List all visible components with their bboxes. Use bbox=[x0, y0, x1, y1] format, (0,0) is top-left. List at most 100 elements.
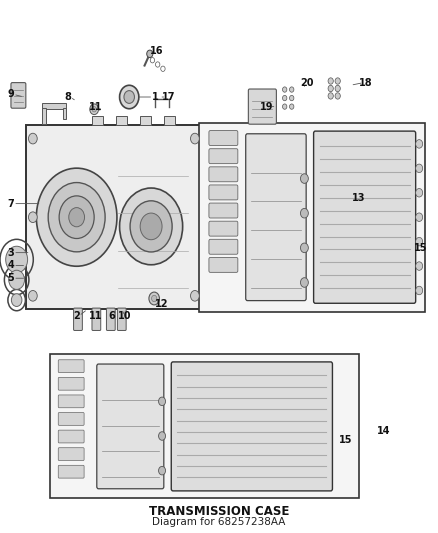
Circle shape bbox=[130, 201, 172, 252]
Circle shape bbox=[416, 140, 423, 148]
Text: 13: 13 bbox=[353, 193, 366, 203]
Bar bbox=[42, 103, 66, 109]
Circle shape bbox=[159, 432, 166, 440]
Circle shape bbox=[28, 290, 37, 301]
FancyBboxPatch shape bbox=[58, 360, 84, 373]
Circle shape bbox=[328, 85, 333, 92]
Circle shape bbox=[28, 133, 37, 144]
Text: 12: 12 bbox=[155, 299, 169, 309]
FancyBboxPatch shape bbox=[171, 362, 332, 491]
Circle shape bbox=[6, 246, 28, 273]
Circle shape bbox=[290, 87, 294, 92]
Text: 15: 15 bbox=[339, 435, 353, 445]
Circle shape bbox=[335, 78, 340, 84]
Bar bbox=[92, 116, 103, 125]
Text: 11: 11 bbox=[89, 102, 102, 111]
Circle shape bbox=[159, 466, 166, 475]
Bar bbox=[42, 108, 46, 124]
Circle shape bbox=[416, 213, 423, 222]
Circle shape bbox=[300, 208, 308, 218]
Circle shape bbox=[124, 91, 134, 103]
Circle shape bbox=[11, 294, 22, 306]
Circle shape bbox=[290, 104, 294, 109]
Circle shape bbox=[328, 78, 333, 84]
Circle shape bbox=[152, 295, 157, 302]
Text: TRANSMISSION CASE: TRANSMISSION CASE bbox=[149, 505, 289, 518]
FancyBboxPatch shape bbox=[58, 413, 84, 425]
FancyBboxPatch shape bbox=[92, 308, 101, 330]
Circle shape bbox=[191, 133, 199, 144]
Circle shape bbox=[283, 87, 287, 92]
Circle shape bbox=[335, 85, 340, 92]
Text: 8: 8 bbox=[64, 92, 71, 102]
Bar bbox=[26, 125, 201, 309]
FancyBboxPatch shape bbox=[209, 131, 238, 146]
Circle shape bbox=[416, 189, 423, 197]
Circle shape bbox=[36, 168, 117, 266]
Circle shape bbox=[416, 164, 423, 173]
Text: 5: 5 bbox=[7, 273, 14, 283]
FancyBboxPatch shape bbox=[58, 465, 84, 478]
FancyBboxPatch shape bbox=[246, 134, 306, 301]
Text: 6: 6 bbox=[108, 311, 115, 321]
Circle shape bbox=[290, 95, 294, 101]
FancyBboxPatch shape bbox=[58, 395, 84, 408]
FancyBboxPatch shape bbox=[58, 430, 84, 443]
Circle shape bbox=[300, 243, 308, 253]
Bar bbox=[63, 108, 66, 119]
Text: 19: 19 bbox=[261, 102, 274, 111]
Circle shape bbox=[69, 207, 85, 227]
Text: 16: 16 bbox=[150, 46, 163, 55]
FancyBboxPatch shape bbox=[58, 377, 84, 390]
Circle shape bbox=[335, 93, 340, 99]
FancyBboxPatch shape bbox=[209, 167, 238, 182]
Circle shape bbox=[9, 270, 25, 289]
Text: 10: 10 bbox=[118, 311, 131, 321]
Text: 11: 11 bbox=[89, 311, 102, 321]
Text: 7: 7 bbox=[7, 199, 14, 208]
Text: 9: 9 bbox=[7, 90, 14, 99]
Circle shape bbox=[416, 262, 423, 270]
FancyBboxPatch shape bbox=[74, 308, 82, 330]
Circle shape bbox=[120, 188, 183, 265]
Circle shape bbox=[59, 196, 94, 239]
Bar bbox=[164, 116, 175, 125]
FancyBboxPatch shape bbox=[209, 185, 238, 200]
Text: 4: 4 bbox=[7, 261, 14, 270]
FancyBboxPatch shape bbox=[106, 308, 115, 330]
Text: 17: 17 bbox=[162, 92, 175, 102]
FancyBboxPatch shape bbox=[117, 308, 126, 330]
FancyBboxPatch shape bbox=[209, 257, 238, 272]
FancyBboxPatch shape bbox=[248, 89, 276, 124]
Circle shape bbox=[283, 95, 287, 101]
Text: 15: 15 bbox=[414, 243, 427, 253]
FancyBboxPatch shape bbox=[209, 203, 238, 218]
Circle shape bbox=[90, 104, 99, 115]
FancyBboxPatch shape bbox=[58, 448, 84, 461]
Circle shape bbox=[149, 292, 159, 305]
Bar bbox=[50, 354, 359, 498]
Circle shape bbox=[147, 50, 153, 58]
Bar bbox=[116, 116, 127, 125]
Circle shape bbox=[120, 85, 139, 109]
Circle shape bbox=[416, 237, 423, 246]
Text: 20: 20 bbox=[300, 78, 313, 87]
Circle shape bbox=[191, 290, 199, 301]
Text: 14: 14 bbox=[377, 426, 390, 435]
FancyBboxPatch shape bbox=[209, 221, 238, 236]
FancyBboxPatch shape bbox=[209, 149, 238, 164]
Circle shape bbox=[300, 278, 308, 287]
Text: Diagram for 68257238AA: Diagram for 68257238AA bbox=[152, 518, 286, 527]
FancyBboxPatch shape bbox=[97, 364, 164, 489]
Circle shape bbox=[28, 212, 37, 223]
Circle shape bbox=[416, 286, 423, 295]
Bar bbox=[199, 123, 425, 312]
Circle shape bbox=[92, 107, 96, 112]
Text: 1: 1 bbox=[152, 92, 159, 102]
Text: 3: 3 bbox=[7, 248, 14, 257]
Text: 18: 18 bbox=[359, 78, 373, 87]
Circle shape bbox=[328, 93, 333, 99]
Circle shape bbox=[283, 104, 287, 109]
Circle shape bbox=[300, 174, 308, 183]
FancyBboxPatch shape bbox=[11, 83, 26, 108]
